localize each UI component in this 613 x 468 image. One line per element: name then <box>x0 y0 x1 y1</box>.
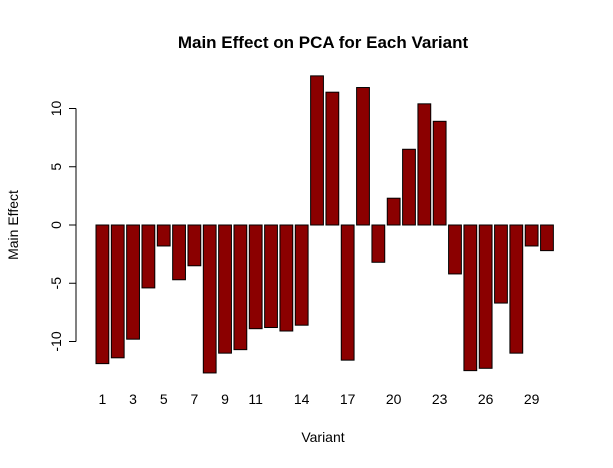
x-tick-label: 20 <box>386 391 402 407</box>
x-tick-label: 3 <box>129 391 137 407</box>
bar <box>218 224 232 354</box>
x-tick-label: 1 <box>99 391 107 407</box>
bar <box>126 224 140 340</box>
bar <box>402 148 416 226</box>
bar <box>264 224 278 329</box>
y-tick-label: 10 <box>48 101 64 117</box>
bar <box>478 224 493 369</box>
bar <box>509 224 524 354</box>
y-tick-label: 5 <box>48 163 64 171</box>
y-tick-label: -10 <box>48 331 64 351</box>
bar <box>187 224 202 267</box>
x-axis-label: Variant <box>301 429 344 445</box>
bar <box>294 224 309 326</box>
bar <box>463 224 478 372</box>
bar <box>172 224 186 281</box>
bar <box>432 120 447 226</box>
bar <box>356 87 370 226</box>
x-tick-label: 7 <box>190 391 198 407</box>
bar <box>233 224 248 351</box>
bar <box>202 224 217 374</box>
bar <box>310 75 324 226</box>
bar <box>279 224 294 332</box>
bar <box>248 224 263 330</box>
bar <box>386 197 401 226</box>
bars <box>95 75 554 374</box>
bar <box>494 224 508 304</box>
x-tick-label: 17 <box>340 391 356 407</box>
bar <box>325 91 340 226</box>
x-tick-label: 29 <box>524 391 540 407</box>
bar <box>340 224 355 361</box>
bar <box>156 224 171 247</box>
bar <box>141 224 156 289</box>
y-tick-label: 0 <box>48 221 64 229</box>
x-tick-label: 11 <box>248 391 263 407</box>
x-tick-label: 14 <box>294 391 310 407</box>
x-tick-label: 26 <box>478 391 494 407</box>
x-tick-labels: 1 3 5 7 9 11 14 17 20 23 26 29 <box>99 391 540 407</box>
bar <box>371 224 386 263</box>
x-tick-label: 9 <box>221 391 229 407</box>
y-axis: -10 -5 0 5 10 <box>48 101 77 352</box>
bar <box>95 224 110 365</box>
bar <box>448 224 462 275</box>
bar <box>110 224 125 359</box>
chart-title: Main Effect on PCA for Each Variant <box>178 33 469 52</box>
x-tick-label: 5 <box>160 391 168 407</box>
bar <box>417 103 432 226</box>
bar <box>540 224 554 252</box>
y-tick-label: -5 <box>48 277 64 290</box>
y-axis-label: Main Effect <box>5 190 21 260</box>
bar <box>524 224 539 247</box>
x-tick-label: 23 <box>432 391 448 407</box>
